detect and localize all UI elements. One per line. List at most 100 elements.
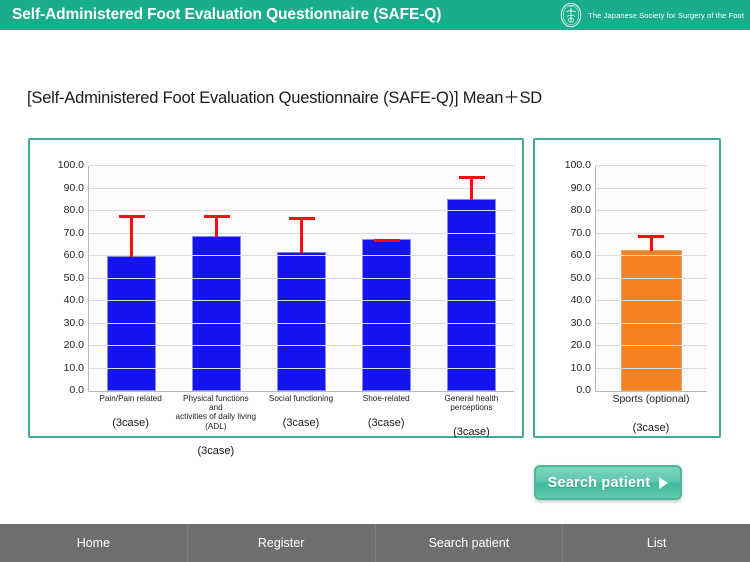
gridline: 50.0 — [64, 272, 514, 284]
y-axis-tick-label: 20.0 — [570, 339, 591, 351]
y-axis-tick-label: 60.0 — [570, 249, 591, 261]
case-count-label: (3case) — [197, 444, 235, 457]
y-axis-tick-label: 10.0 — [63, 361, 84, 374]
case-count-label: (3case) — [453, 426, 490, 439]
gridline: 20.0 — [64, 339, 514, 351]
bar-slot — [174, 166, 259, 391]
society-name: The Japanese Society for Surgery of the … — [588, 10, 744, 20]
side-chart-plot-area: 100.0 90.0 80.0 70.0 60.0 50.0 40.0 30.0 20.0 10.… — [565, 159, 707, 396]
error-bar — [130, 215, 133, 257]
case-count-label: (3case) — [367, 417, 405, 430]
y-axis-tick-label: 70.0 — [63, 226, 84, 239]
side-chart-bars — [596, 166, 707, 391]
gridline: 80.0 — [64, 204, 514, 216]
y-axis-tick-label: 60.0 — [63, 249, 84, 261]
x-axis-label: Social functioning (3case) — [258, 394, 343, 457]
bar-slot — [596, 166, 707, 391]
nav-item-home[interactable]: Home — [0, 524, 188, 562]
gridline: 90.0 — [571, 182, 707, 194]
y-axis-tick-label: 30.0 — [63, 316, 84, 329]
side-chart-x-axis-labels: Sports (optional) (3case) — [595, 393, 707, 434]
search-patient-button-label: Search patient — [547, 474, 651, 491]
x-axis-label-line: Social functioning — [268, 394, 334, 403]
x-axis-label-line: Shoe-related — [362, 394, 410, 403]
nav-item-label: List — [646, 536, 667, 550]
gridline: 40.0 — [571, 294, 707, 306]
case-count-label: (3case) — [632, 421, 670, 434]
y-axis-tick-label: 30.0 — [570, 316, 591, 329]
case-count-label: (3case) — [112, 417, 149, 430]
gridline: 60.0 — [571, 249, 707, 261]
gridline: 50.0 — [571, 272, 707, 284]
app-header: Self-Administered Foot Evaluation Questi… — [0, 0, 750, 30]
error-bar-cap — [203, 215, 230, 219]
error-bar — [215, 215, 218, 237]
gridline: 30.0 — [64, 317, 514, 329]
gridline: 100.0 — [565, 159, 707, 171]
data-bar — [107, 215, 156, 391]
main-chart-bars — [89, 166, 514, 391]
x-axis-label: Sports (optional) (3case) — [595, 393, 707, 434]
main-chart-plot-area: 100.0 90.0 80.0 70.0 60.0 50.0 40.0 30.0 20.0 10.… — [58, 159, 514, 396]
case-count-label: (3case) — [282, 417, 320, 430]
page-title: [Self-Administered Foot Evaluation Quest… — [27, 89, 543, 107]
y-axis-tick-label: 50.0 — [570, 271, 591, 284]
gridline: 100.0 — [58, 159, 514, 171]
svg-text:JSSF: JSSF — [569, 6, 575, 8]
gridline: 70.0 — [571, 227, 707, 239]
app-title: Self-Administered Foot Evaluation Questi… — [12, 6, 442, 23]
data-bar — [447, 176, 496, 391]
bar-slot — [259, 166, 344, 391]
x-axis-label-line: Pain/Pain related — [99, 394, 162, 403]
nav-item-label: Home — [76, 536, 111, 550]
y-axis-tick-label: 0.0 — [69, 384, 84, 396]
nav-item-label: Search patient — [428, 536, 510, 550]
nav-item-label: Register — [257, 536, 305, 550]
bar-slot — [429, 166, 514, 391]
society-seal-icon: JSSF — [561, 2, 582, 28]
arrow-right-icon — [659, 476, 669, 489]
x-axis-label-line: Physical functions and — [183, 394, 249, 413]
y-axis-tick-label: 90.0 — [570, 181, 591, 194]
y-axis-tick-label: 50.0 — [63, 271, 84, 284]
nav-item-search-patient[interactable]: Search patient — [376, 524, 564, 562]
main-chart-panel: 100.0 90.0 80.0 70.0 60.0 50.0 40.0 30.0 20.0 10.… — [28, 138, 524, 457]
error-bar-cap — [373, 238, 400, 242]
nav-item-list[interactable]: List — [563, 524, 750, 562]
search-patient-button[interactable]: Search patient — [534, 465, 682, 500]
x-axis-label-line: activities of daily living — [175, 412, 257, 422]
gridline: 90.0 — [64, 182, 514, 194]
x-axis-label-line: perceptions — [450, 403, 493, 413]
side-chart-panel: 100.0 90.0 80.0 70.0 60.0 50.0 40.0 30.0 20.0 10.… — [533, 138, 721, 438]
gridline: 30.0 — [571, 317, 707, 329]
error-bar — [470, 176, 473, 200]
x-axis-label: General health perceptions (3case) — [429, 394, 514, 457]
gridline: 10.0 — [571, 362, 707, 374]
error-bar-cap — [118, 215, 145, 219]
y-axis-tick-label: 20.0 — [63, 339, 84, 351]
gridline: 80.0 — [571, 204, 707, 216]
x-axis-label-line: General health — [444, 394, 499, 403]
error-bar-cap — [288, 216, 315, 220]
x-axis-label: Pain/Pain related (3case) — [88, 394, 173, 457]
gridline: 10.0 — [64, 362, 514, 374]
error-bar — [300, 216, 303, 253]
y-axis-tick-label: 80.0 — [570, 204, 591, 216]
society-brand: JSSF The Japanese Society for Surgery of… — [558, 2, 750, 28]
y-axis-tick-label: 80.0 — [63, 204, 84, 216]
bottom-navigation: Home Register Search patient List — [0, 524, 750, 562]
main-chart-x-axis-labels: Pain/Pain related (3case) Physical functio… — [88, 394, 514, 457]
error-bar — [649, 234, 653, 252]
bar-slot — [344, 166, 429, 391]
data-bar — [620, 234, 683, 391]
bar-slot — [89, 166, 174, 391]
y-axis-tick-label: 0.0 — [576, 384, 591, 396]
y-axis-tick-label: 40.0 — [570, 294, 591, 306]
x-axis-label: Physical functions and activities of dail… — [173, 394, 258, 457]
y-axis-tick-label: 10.0 — [570, 361, 591, 374]
nav-item-register[interactable]: Register — [188, 524, 376, 562]
y-axis-tick-label: 70.0 — [570, 226, 591, 239]
error-bar-cap — [638, 234, 665, 238]
gridline: 40.0 — [64, 294, 514, 306]
data-bar — [192, 215, 241, 391]
